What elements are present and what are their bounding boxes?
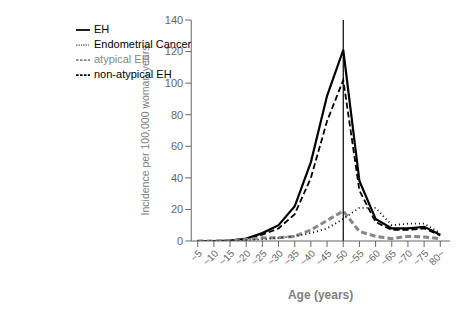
svg-text:80~: 80~ <box>427 248 447 268</box>
svg-text:40: 40 <box>171 172 183 184</box>
svg-text:0: 0 <box>177 235 183 247</box>
svg-text:60: 60 <box>171 140 183 152</box>
svg-text:20: 20 <box>171 203 183 215</box>
svg-text:Incidence per 100,000 woman-ye: Incidence per 100,000 woman-years <box>139 46 151 216</box>
svg-text:80: 80 <box>171 109 183 121</box>
svg-text:140: 140 <box>165 14 183 26</box>
svg-text:120: 120 <box>165 45 183 57</box>
svg-text:100: 100 <box>165 77 183 89</box>
svg-text:Age (years): Age (years) <box>288 288 353 302</box>
